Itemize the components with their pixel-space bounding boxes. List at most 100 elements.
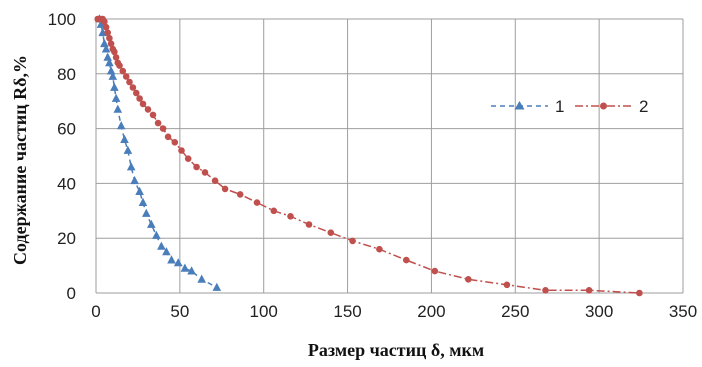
y-axis-title: Содержание частиц Rδ,% — [10, 55, 30, 265]
data-point — [201, 169, 209, 176]
series-line-2 — [97, 18, 640, 294]
legend-item-2: 2 — [575, 97, 648, 116]
x-tick-label: 50 — [170, 302, 189, 321]
x-tick-label: 100 — [250, 302, 278, 321]
data-point — [636, 289, 643, 297]
data-point — [133, 89, 140, 97]
y-tick-label: 0 — [67, 284, 76, 303]
data-point — [126, 78, 133, 86]
data-point — [154, 119, 162, 127]
data-point — [327, 229, 335, 236]
data-point — [197, 274, 206, 283]
data-point — [108, 71, 118, 80]
data-point — [152, 230, 161, 239]
y-tick-label: 80 — [57, 65, 76, 84]
data-point — [178, 147, 185, 154]
data-point — [162, 247, 171, 256]
data-point — [106, 66, 116, 75]
data-point — [542, 287, 549, 294]
data-point — [102, 23, 110, 31]
data-point — [130, 175, 139, 185]
data-point — [144, 106, 152, 113]
data-point — [376, 245, 383, 253]
data-point — [101, 44, 111, 53]
data-point — [147, 219, 156, 228]
data-series — [94, 14, 643, 297]
y-tick-label: 40 — [57, 174, 76, 193]
data-point — [184, 155, 192, 162]
data-point — [107, 40, 115, 47]
data-point — [159, 125, 167, 132]
data-point — [113, 104, 123, 113]
data-point — [167, 255, 176, 264]
x-tick-label: 200 — [417, 302, 445, 321]
data-point — [139, 100, 147, 108]
data-point — [212, 282, 222, 291]
x-tick-label: 350 — [669, 302, 697, 321]
data-point — [119, 67, 127, 75]
x-tick-label: 0 — [91, 302, 100, 321]
x-tick-label: 250 — [501, 302, 529, 321]
data-point — [465, 276, 472, 283]
data-point — [135, 186, 144, 195]
data-point — [585, 287, 593, 294]
data-point — [120, 134, 129, 143]
y-tick-label: 60 — [57, 120, 76, 139]
axes — [95, 19, 683, 294]
data-point — [142, 208, 151, 217]
data-point — [106, 34, 113, 42]
legend-marker-1 — [514, 101, 525, 110]
data-point — [123, 145, 133, 154]
data-point — [193, 163, 200, 171]
data-point — [116, 121, 126, 130]
data-point — [104, 29, 111, 36]
data-point — [164, 133, 172, 141]
grid-lines — [95, 18, 684, 294]
data-point — [111, 48, 118, 56]
data-point — [149, 111, 157, 119]
x-axis-ticks: 0 50 100 150 200 250 300 350 — [91, 302, 697, 321]
data-point — [138, 197, 148, 206]
data-point — [116, 62, 123, 69]
y-tick-label: 100 — [48, 10, 76, 29]
data-point — [403, 256, 410, 264]
data-point — [305, 221, 313, 228]
legend-marker-2 — [600, 102, 607, 110]
data-point — [180, 263, 190, 272]
data-point — [221, 185, 229, 193]
data-point — [171, 139, 179, 146]
x-tick-label: 150 — [333, 302, 361, 321]
data-point — [129, 84, 137, 91]
data-point — [136, 95, 143, 102]
data-point — [211, 177, 219, 184]
data-point — [173, 258, 183, 267]
data-point — [157, 241, 166, 250]
data-point — [111, 93, 121, 102]
data-point — [270, 207, 278, 215]
data-point — [126, 162, 136, 171]
data-point — [105, 58, 114, 67]
legend-label-1: 1 — [555, 97, 564, 116]
data-point — [112, 54, 120, 61]
x-tick-label: 300 — [585, 302, 613, 321]
x-axis-title: Размер частиц δ, мкм — [308, 340, 484, 360]
data-point — [503, 281, 511, 289]
legend-item-1: 1 — [491, 97, 564, 116]
data-point — [122, 73, 130, 80]
data-point — [100, 38, 109, 48]
y-axis-ticks: 0 20 40 60 80 100 — [48, 10, 76, 303]
data-point — [349, 237, 356, 245]
y-tick-label: 20 — [57, 229, 76, 248]
legend: 1 2 — [491, 97, 648, 116]
legend-label-2: 2 — [639, 97, 648, 116]
data-point — [431, 267, 439, 275]
data-point — [101, 18, 108, 26]
data-point — [103, 52, 112, 61]
data-point — [187, 266, 196, 275]
data-point — [253, 199, 261, 206]
data-point — [236, 191, 244, 198]
data-point — [287, 213, 294, 220]
data-point — [110, 82, 119, 91]
series-2 — [94, 15, 643, 297]
